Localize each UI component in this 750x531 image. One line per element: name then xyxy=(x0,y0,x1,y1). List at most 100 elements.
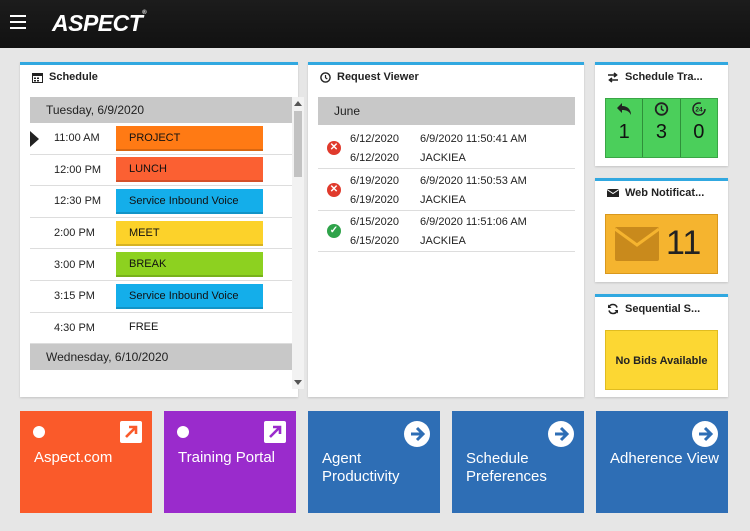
external-link-icon xyxy=(120,421,142,443)
calendar-icon xyxy=(32,72,43,83)
adherence-view-tile[interactable]: Adherence View xyxy=(596,411,728,513)
day-header: Wednesday, 6/10/2020 xyxy=(30,344,292,371)
trade-count-24h: 0 xyxy=(693,121,705,143)
tile-label: Schedule Preferences xyxy=(466,450,547,485)
schedule-activity: BREAK xyxy=(116,252,263,278)
schedule-time: 12:30 PM xyxy=(54,195,102,208)
request-row[interactable]: ✕ 6/19/2020 6/19/2020 6/9/2020 11:50:53 AM J… xyxy=(318,170,575,211)
schedule-list[interactable]: Tuesday, 6/9/2020 11:00 AM PROJECT 12:00 P… xyxy=(30,97,292,389)
envelope-icon xyxy=(607,189,619,197)
schedule-title: Schedule xyxy=(49,71,98,83)
agent-productivity-tile[interactable]: Agent Productivity xyxy=(308,411,440,513)
info-icon: i xyxy=(33,426,45,438)
24-hours-icon: 24 xyxy=(692,102,706,116)
schedule-activity: FREE xyxy=(116,315,263,341)
training-portal-tile[interactable]: i Training Portal xyxy=(164,411,296,513)
request-user: JACKIEA xyxy=(420,235,466,247)
trade-count-pending: 3 xyxy=(655,121,668,143)
schedule-row[interactable]: 12:00 PM LUNCH xyxy=(30,155,292,187)
request-user: JACKIEA xyxy=(420,152,466,164)
schedule-scrollbar[interactable] xyxy=(292,97,304,389)
aspect-logo[interactable]: ASPECT® xyxy=(52,10,147,36)
schedule-row[interactable]: 12:30 PM Service Inbound Voice xyxy=(30,186,292,218)
clock-icon xyxy=(320,71,331,83)
schedule-activity: Service Inbound Voice xyxy=(116,188,263,214)
trade-cell-returned[interactable]: 1 xyxy=(606,99,644,157)
schedule-row[interactable]: 3:15 PM Service Inbound Voice xyxy=(30,281,292,313)
request-row[interactable]: ✓ 6/15/2020 6/15/2020 6/9/2020 11:51:06 AM J… xyxy=(318,211,575,252)
arrow-right-circle-icon xyxy=(692,421,718,447)
info-icon: i xyxy=(177,426,189,438)
web-notifications-title: Web Notificat... xyxy=(625,187,705,199)
schedule-time: 12:00 PM xyxy=(54,163,102,176)
month-header: June xyxy=(318,97,575,125)
request-date: 6/19/2020 xyxy=(350,174,399,187)
scroll-thumb[interactable] xyxy=(294,111,302,177)
reply-arrow-icon xyxy=(617,103,632,115)
request-date: 6/15/2020 xyxy=(350,235,399,247)
aspect-com-tile[interactable]: i Aspect.com xyxy=(20,411,152,513)
schedule-activity: MEET xyxy=(116,220,263,246)
schedule-row[interactable]: 4:30 PM FREE xyxy=(30,313,292,345)
schedule-trade-widget: Schedule Tra... 1 3 24 0 xyxy=(595,62,728,166)
scroll-down-icon[interactable] xyxy=(294,380,302,385)
schedule-preferences-tile[interactable]: Schedule Preferences xyxy=(452,411,584,513)
arrow-right-circle-icon xyxy=(404,421,430,447)
tile-label: Agent Productivity xyxy=(322,450,400,485)
request-date: 6/19/2020 xyxy=(350,193,399,206)
tile-label: Training Portal xyxy=(178,449,275,466)
tile-label: Aspect.com xyxy=(34,449,113,466)
request-viewer-title: Request Viewer xyxy=(337,71,419,83)
approved-check-icon: ✓ xyxy=(327,224,341,238)
scroll-up-icon[interactable] xyxy=(294,101,302,106)
trade-cell-pending[interactable]: 3 xyxy=(643,99,681,157)
schedule-activity: PROJECT xyxy=(116,125,263,151)
schedule-time: 4:30 PM xyxy=(54,321,95,334)
notifications-tile[interactable]: 11 xyxy=(605,214,718,274)
24-hours-label: 24 xyxy=(695,107,703,114)
sequential-header: Sequential S... xyxy=(595,297,728,321)
trade-counts[interactable]: 1 3 24 0 xyxy=(605,98,718,158)
request-submitted: 6/9/2020 11:50:53 AM xyxy=(420,174,527,187)
current-time-arrow-icon xyxy=(30,131,39,147)
request-viewer-header: Request Viewer xyxy=(308,65,584,89)
request-submitted: 6/9/2020 11:50:41 AM xyxy=(420,133,527,145)
arrow-right-circle-icon xyxy=(548,421,574,447)
web-notifications-widget: Web Notificat... 11 xyxy=(595,178,728,282)
sequential-widget: Sequential S... No Bids Available xyxy=(595,294,728,397)
request-date: 6/15/2020 xyxy=(350,216,399,228)
denied-x-icon: ✕ xyxy=(327,182,341,197)
trade-cell-24h[interactable]: 24 0 xyxy=(681,99,717,157)
swap-arrows-icon xyxy=(608,71,618,83)
request-submitted: 6/9/2020 11:51:06 AM xyxy=(420,216,527,228)
tile-label: Adherence View xyxy=(610,450,719,467)
sequential-title: Sequential S... xyxy=(625,303,701,315)
refresh-icon xyxy=(608,303,618,315)
clock-icon xyxy=(654,102,669,116)
trade-count-returned: 1 xyxy=(618,121,630,143)
request-date: 6/12/2020 xyxy=(350,152,399,164)
schedule-trade-header: Schedule Tra... xyxy=(595,65,728,89)
request-user: JACKIEA xyxy=(420,193,466,206)
schedule-row[interactable]: 3:00 PM BREAK xyxy=(30,249,292,281)
schedule-time: 11:00 AM xyxy=(54,132,100,145)
notification-count: 11 xyxy=(666,224,702,262)
request-row[interactable]: ✕ 6/12/2020 6/12/2020 6/9/2020 11:50:41 AM J… xyxy=(318,128,575,169)
schedule-widget: Schedule Tuesday, 6/9/2020 11:00 AM PROJE… xyxy=(20,62,304,397)
hamburger-menu-icon[interactable] xyxy=(10,15,26,29)
top-bar: ASPECT® xyxy=(0,0,750,48)
schedule-activity: LUNCH xyxy=(116,157,263,183)
schedule-activity: Service Inbound Voice xyxy=(116,283,263,309)
schedule-time: 2:00 PM xyxy=(54,227,95,240)
schedule-header: Schedule xyxy=(20,65,298,89)
day-header: Tuesday, 6/9/2020 xyxy=(30,97,292,123)
no-bids-tile[interactable]: No Bids Available xyxy=(605,330,718,390)
schedule-time: 3:15 PM xyxy=(54,290,95,303)
request-date: 6/12/2020 xyxy=(350,133,399,145)
schedule-row[interactable]: 11:00 AM PROJECT xyxy=(30,123,292,155)
schedule-row[interactable]: 2:00 PM MEET xyxy=(30,218,292,250)
request-viewer-widget: Request Viewer June ✕ 6/12/2020 6/12/2020 6… xyxy=(308,62,584,397)
envelope-icon xyxy=(615,227,659,261)
schedule-trade-title: Schedule Tra... xyxy=(625,71,703,83)
denied-x-icon: ✕ xyxy=(327,141,341,155)
